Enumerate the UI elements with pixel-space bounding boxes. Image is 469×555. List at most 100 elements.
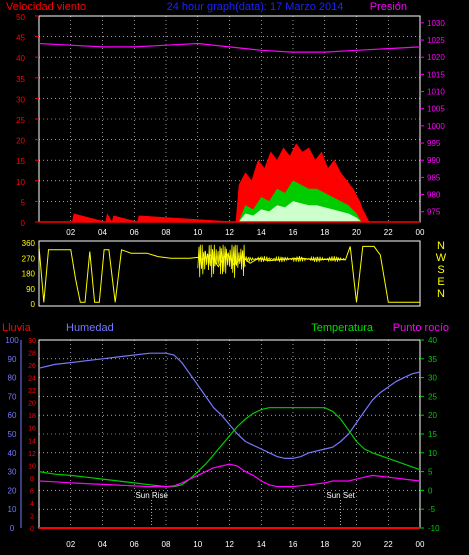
y-tick-label: 20 xyxy=(16,137,25,146)
y-right-tick-label: 1005 xyxy=(427,105,445,114)
y-right-tick-label: 980 xyxy=(427,191,441,200)
y-tick-label: 50 xyxy=(16,13,25,22)
x-tick-label: 20 xyxy=(352,228,361,237)
y-temp-tick-label: 40 xyxy=(428,336,437,345)
y-rain-tick-label: 20 xyxy=(28,401,36,408)
y-tick-label: 35 xyxy=(16,75,25,84)
y-rain-tick-label: 4 xyxy=(30,501,34,508)
x-tick-label: 16 xyxy=(289,228,298,237)
y-rain-tick-label: 2 xyxy=(30,513,34,520)
chart-title: 24 hour graph(data): 17 Marzo 2014 xyxy=(167,1,344,13)
y-temp-tick-label: 30 xyxy=(428,374,437,383)
y-tick-label: 30 xyxy=(16,95,25,104)
pressure-line xyxy=(38,42,421,53)
pressure-label: Presión xyxy=(370,1,407,13)
y-humidity-tick-label: 40 xyxy=(8,449,17,458)
y-tick-label: 180 xyxy=(22,270,36,279)
y-humidity-tick-label: 0 xyxy=(10,524,15,533)
y-rain-tick-label: 26 xyxy=(28,363,36,370)
wind-pressure-panel: 0510152025303540455097598098599099510001… xyxy=(16,13,445,237)
y-rain-tick-label: 8 xyxy=(30,476,34,483)
y-tick-label: 270 xyxy=(22,254,36,263)
y-right-tick-label: 1000 xyxy=(427,122,445,131)
y-tick-label: 15 xyxy=(16,157,25,166)
y-temp-tick-label: 10 xyxy=(428,449,437,458)
y-temp-tick-label: 35 xyxy=(428,355,437,364)
y-rain-tick-label: 6 xyxy=(30,488,34,495)
x-tick-label: 10 xyxy=(193,540,202,549)
x-tick-label: 08 xyxy=(162,540,171,549)
y-temp-tick-label: -5 xyxy=(428,505,436,514)
y-tick-label: 40 xyxy=(16,54,25,63)
y-right-tick-label: 1010 xyxy=(427,88,445,97)
y-humidity-tick-label: 100 xyxy=(5,336,19,345)
y-humidity-tick-label: 80 xyxy=(8,374,17,383)
y-tick-label: 90 xyxy=(26,285,35,294)
x-tick-label: 12 xyxy=(225,228,234,237)
x-tick-label: 14 xyxy=(257,228,266,237)
x-tick-label: 22 xyxy=(384,540,393,549)
x-tick-label: 04 xyxy=(98,228,107,237)
legend-rain: Lluvia xyxy=(2,322,32,334)
x-tick-label: 00 xyxy=(416,540,425,549)
legend-humidity: Humedad xyxy=(66,322,114,334)
y-humidity-tick-label: 70 xyxy=(8,392,17,401)
compass-label: N xyxy=(437,240,445,252)
x-tick-label: 12 xyxy=(225,540,234,549)
x-tick-label: 22 xyxy=(384,228,393,237)
compass-label: S xyxy=(437,264,444,276)
y-tick-label: 25 xyxy=(16,116,25,125)
y-right-tick-label: 1025 xyxy=(427,36,445,45)
x-tick-label: 08 xyxy=(162,228,171,237)
x-tick-label: 06 xyxy=(130,540,139,549)
x-tick-label: 18 xyxy=(320,540,329,549)
wind-direction-band xyxy=(245,255,345,263)
x-tick-label: 02 xyxy=(66,228,75,237)
dew-point-line xyxy=(38,463,421,488)
y-rain-tick-label: 14 xyxy=(28,438,36,445)
y-tick-label: 0 xyxy=(31,300,36,309)
y-right-tick-label: 990 xyxy=(427,156,441,165)
y-temp-tick-label: -10 xyxy=(428,524,440,533)
y-rain-tick-label: 0 xyxy=(30,526,34,533)
x-tick-label: 06 xyxy=(130,228,139,237)
y-rain-tick-label: 16 xyxy=(28,426,36,433)
y-humidity-tick-label: 30 xyxy=(8,468,17,477)
wind-speed-label: Velocidad viento xyxy=(6,1,86,13)
y-temp-tick-label: 20 xyxy=(428,411,437,420)
compass-label: N xyxy=(437,288,445,300)
temperature-line xyxy=(38,407,421,488)
y-temp-tick-label: 15 xyxy=(428,430,437,439)
y-right-tick-label: 975 xyxy=(427,208,441,217)
y-rain-tick-label: 10 xyxy=(28,463,36,470)
x-tick-label: 14 xyxy=(257,540,266,549)
y-right-tick-label: 995 xyxy=(427,139,441,148)
legend-temperature: Temperatura xyxy=(311,322,374,334)
y-right-tick-label: 1020 xyxy=(427,53,445,62)
y-humidity-tick-label: 20 xyxy=(8,486,17,495)
compass-label: E xyxy=(437,276,444,288)
y-rain-tick-label: 18 xyxy=(28,413,36,420)
humidity-temperature-panel: 0102030405060708090100024681012141618202… xyxy=(5,336,440,549)
y-tick-label: 10 xyxy=(16,178,25,187)
x-tick-label: 20 xyxy=(352,540,361,549)
legend-dew-point: Punto rocío xyxy=(393,322,449,334)
y-tick-label: 5 xyxy=(21,198,26,207)
x-tick-label: 04 xyxy=(98,540,107,549)
sun-annotation: Sun Set xyxy=(326,491,355,500)
y-temp-tick-label: 0 xyxy=(428,486,433,495)
x-tick-label: 02 xyxy=(66,540,75,549)
y-rain-tick-label: 12 xyxy=(28,451,36,458)
y-tick-label: 360 xyxy=(22,239,36,248)
x-tick-label: 10 xyxy=(193,228,202,237)
y-rain-tick-label: 30 xyxy=(28,338,36,345)
y-temp-tick-label: 5 xyxy=(428,468,433,477)
y-humidity-tick-label: 60 xyxy=(8,411,17,420)
y-right-tick-label: 985 xyxy=(427,173,441,182)
x-tick-label: 16 xyxy=(289,540,298,549)
sun-annotation: Sun Rise xyxy=(135,491,168,500)
wind-direction-noise xyxy=(197,244,246,278)
y-tick-label: 0 xyxy=(21,219,26,228)
